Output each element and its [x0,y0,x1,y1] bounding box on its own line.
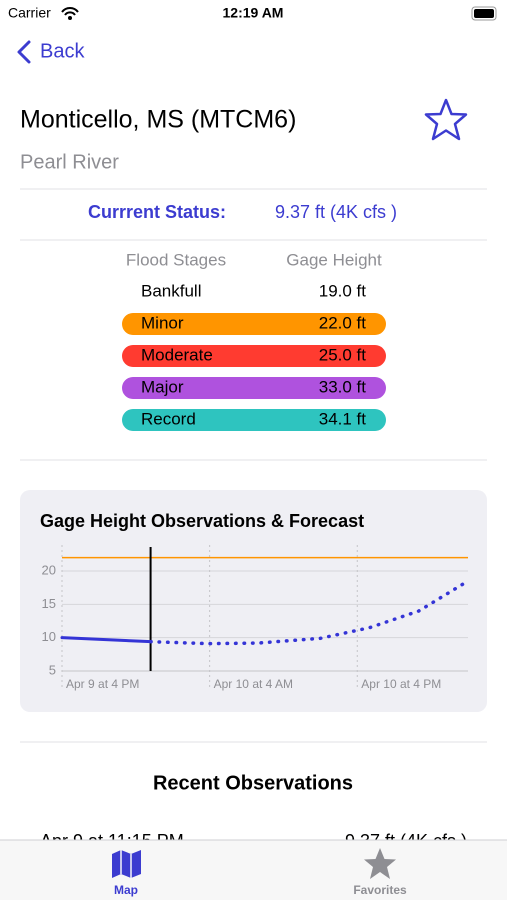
battery-level [474,9,494,18]
map-tab[interactable]: Map [112,850,141,897]
stage-pill [122,409,386,431]
tab-label[interactable]: Map [114,883,138,897]
status-label: Currrent Status: [88,202,226,222]
stage-name: Minor [141,313,184,332]
carrier: Carrier [8,5,51,21]
stage-name: Bankfull [141,281,201,300]
map-icon-folds [120,850,132,878]
tab-bar [0,840,507,900]
section-title: Recent Observations [153,772,353,794]
stage-pill [122,313,386,335]
column-header: Flood Stages [126,250,226,269]
series-line [60,636,153,644]
back-label[interactable]: Back [40,40,85,62]
stage-height: 22.0 ft [319,313,367,332]
flood-stage-table: Bankfull 19.0 ft Minor 22.0 ft Moderate 25.0 … [122,281,386,431]
back-button[interactable]: Back [17,40,85,64]
stage-height: 34.1 ft [319,409,367,428]
x-tick-label: Apr 10 at 4 AM [214,677,293,691]
stage-pill [122,345,386,367]
column-header: Gage Height [286,250,382,269]
y-tick-label: 20 [42,562,56,577]
clock: 12:19 AM [223,5,284,21]
card-background [20,490,487,712]
star-icon [364,848,396,879]
chart-card: Gage Height Observations & Forecast 5 10 1… [20,490,487,712]
favorite-star[interactable] [424,98,468,141]
favorites-tab[interactable]: Favorites [353,848,407,897]
x-tick-label: Apr 9 at 4 PM [66,677,139,691]
stage-name: Record [141,409,196,428]
station-title: Monticello, MS (MTCM6) [20,106,296,134]
battery [471,6,497,21]
back-chevron [17,40,31,64]
x-tick-label: Apr 10 at 4 PM [361,677,441,691]
chart-title: Gage Height Observations & Forecast [40,511,364,531]
stage-name: Moderate [141,345,213,364]
map-icon [112,850,141,878]
y-tick-label: 10 [42,629,56,644]
stage-height: 19.0 ft [319,281,367,300]
wifi-icon [61,7,79,16]
y-tick-label: 15 [42,596,56,611]
series-line [148,579,470,646]
tab-label[interactable]: Favorites [353,883,407,897]
y-tick-label: 5 [49,662,56,677]
stage-height: 33.0 ft [319,377,367,396]
river-name: Pearl River [20,151,119,173]
stage-height: 25.0 ft [319,345,367,364]
stage-pill [122,377,386,399]
status-value: 9.37 ft (4K cfs ) [275,202,397,222]
wifi-dot [68,16,72,20]
stage-name: Major [141,377,184,396]
